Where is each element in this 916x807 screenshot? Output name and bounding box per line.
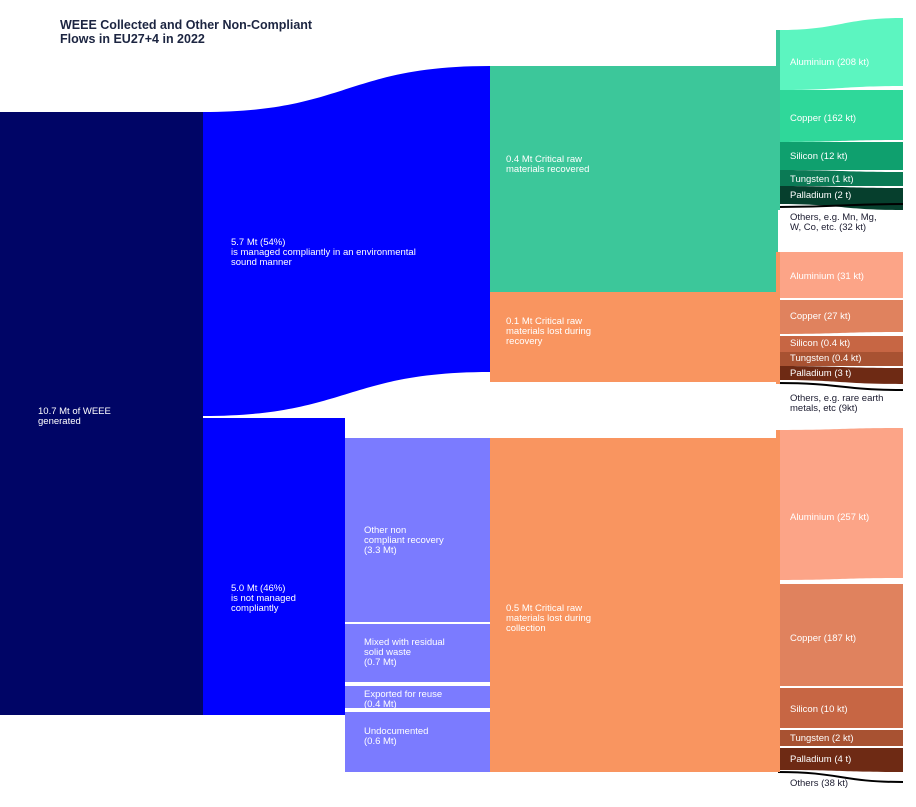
node-crm-lost-collection [490,438,778,772]
node-label-others-lost-recovery: Others, e.g. rare earth metals, etc (9kt… [790,393,884,414]
node-crm-lost-recovery-edge [776,252,780,384]
node-label-tungsten-lost-recovery: Tungsten (0.4 kt) [790,353,862,364]
node-undocumented [345,712,490,772]
flow-to-palladium-lr [778,366,903,384]
flow-to-copper-lc [778,584,903,686]
node-label-palladium-lost-recovery: Palladium (3 t) [790,368,852,379]
node-label-aluminium-lost-recovery: Aluminium (31 kt) [790,271,864,282]
node-exported [345,686,490,708]
node-label-silicon-lost-collection: Silicon (10 kt) [790,704,848,715]
node-label-aluminium-lost-collection: Aluminium (257 kt) [790,512,870,523]
node-crm-lost-recovery [490,292,778,382]
node-label-others-lost-collection: Others (38 kt) [790,778,849,789]
node-label-crm-lost-collection: 0.5 Mt Critical raw materials lost durin… [506,603,592,634]
node-label-mixed-waste: Mixed with residual solid waste (0.7 Mt) [364,637,445,668]
node-label-exported: Exported for reuse (0.4 Mt) [364,689,443,710]
node-label-silicon-recovered: Silicon (12 kt) [790,151,848,162]
flow-to-palladium-lc [778,748,903,772]
flow-to-tungsten-rec [778,170,903,186]
node-crm-recovered [490,66,778,292]
node-label-palladium-lost-collection: Palladium (4 t) [790,754,852,765]
flow-to-aluminium-lr [778,252,903,298]
flow-to-copper-lr [778,300,903,334]
node-label-copper-recovered: Copper (162 kt) [790,113,857,124]
flow-to-silicon-lr [778,336,903,352]
node-label-compliant: 5.7 Mt (54%) is managed compliantly in a… [231,237,416,268]
node-label-tungsten-lost-collection: Tungsten (2 kt) [790,733,854,744]
node-crm-recovered-edge [776,30,780,210]
node-label-crm-recovered: 0.4 Mt Critical raw materials recovered [506,154,590,175]
flow-compliant-to-crm [203,66,490,416]
flow-to-aluminium-rec [778,18,903,90]
node-label-crm-lost-recovery: 0.1 Mt Critical raw materials lost durin… [506,316,592,347]
node-crm-lost-collection-edge [776,430,780,772]
node-label-other-noncompliant: Other non compliant recovery (3.3 Mt) [364,525,444,556]
flow-to-tungsten-lc [778,730,903,746]
flow-to-others-lc [777,771,904,783]
flow-to-aluminium-lc [778,428,903,580]
node-label-palladium-recovered: Palladium (2 t) [790,190,852,201]
node-label-others-recovered: Others, e.g. Mn, Mg, W, Co, etc. (32 kt) [790,212,877,233]
node-noncompliant [203,418,345,715]
node-label-copper-lost-collection: Copper (187 kt) [790,633,857,644]
node-label-generated: 10.7 Mt of WEEE generated [38,406,111,427]
node-label-copper-lost-recovery: Copper (27 kt) [790,311,851,322]
node-label-undocumented: Undocumented (0.6 Mt) [364,726,429,747]
node-mixed-waste [345,624,490,682]
flow-to-others-lr [777,382,904,391]
node-label-silicon-lost-recovery: Silicon (0.4 kt) [790,338,851,349]
flow-to-silicon-lc [778,688,903,728]
flow-to-copper-rec [778,90,903,142]
chart-title: WEEE Collected and Other Non-Compliant F… [60,18,313,46]
node-label-aluminium-recovered: Aluminium (208 kt) [790,57,870,68]
flow-to-others-rec [777,203,904,208]
flow-to-tungsten-lr [778,352,903,366]
node-label-tungsten-recovered: Tungsten (1 kt) [790,174,854,185]
node-generated [0,112,203,715]
node-other-nc-cap [345,438,490,464]
flow-to-silicon-rec [778,142,903,170]
node-other-noncompliant [345,460,490,622]
node-label-noncompliant: 5.0 Mt (46%) is not managed compliantly [231,583,296,614]
